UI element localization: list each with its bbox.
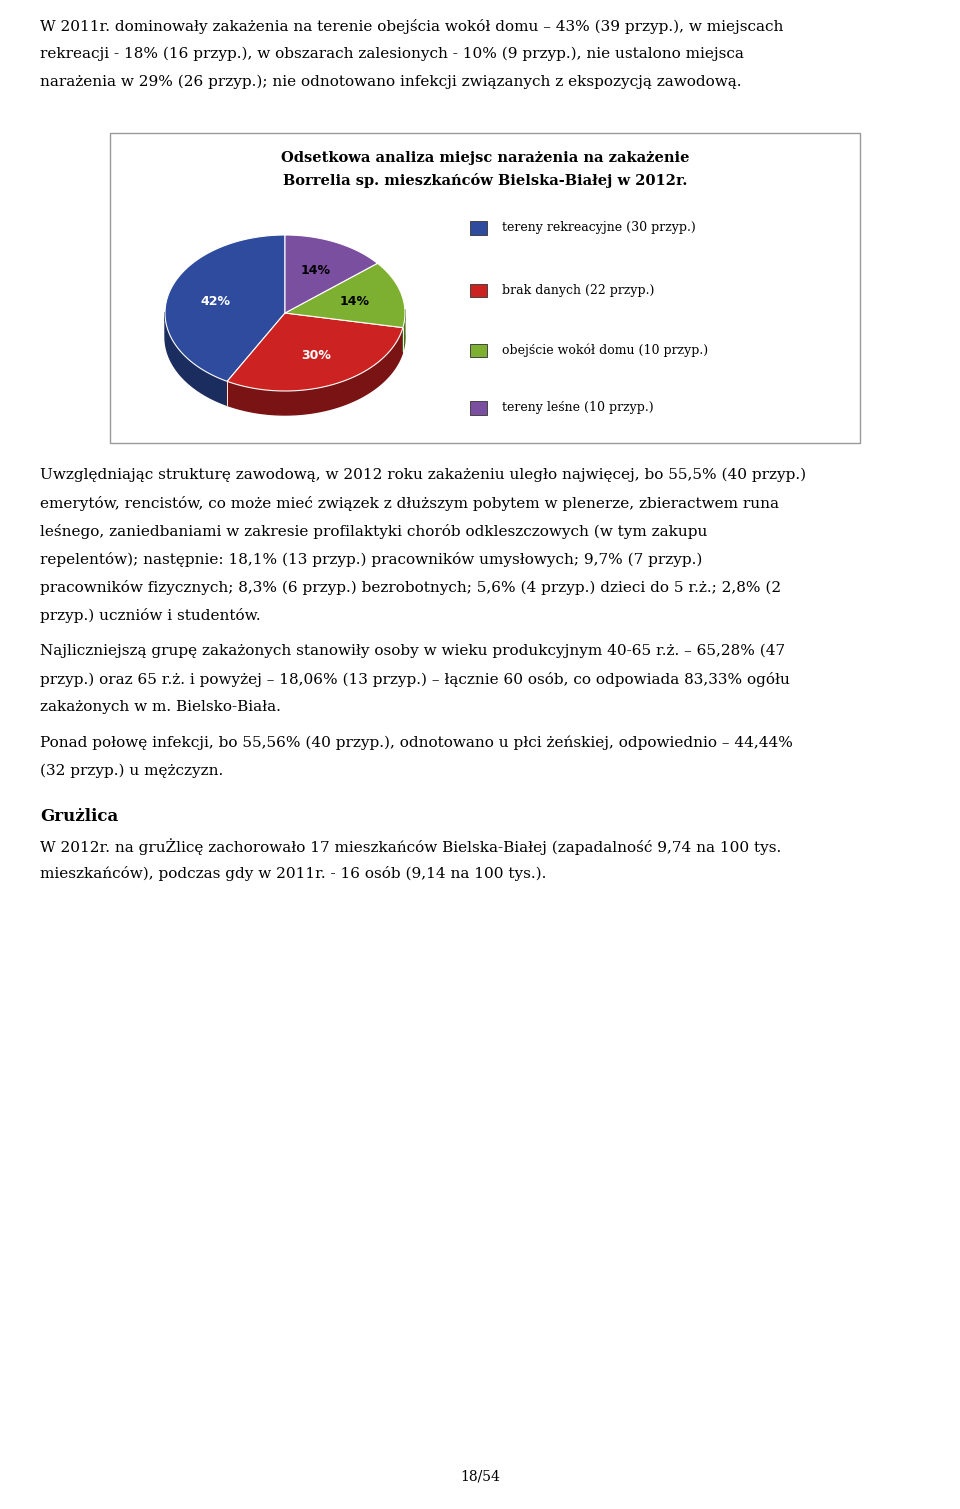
Text: leśnego, zaniedbaniami w zakresie profilaktyki chorób odkleszczowych (w tym zaku: leśnego, zaniedbaniami w zakresie profil… (40, 524, 708, 539)
Text: Odsetkowa analiza miejsc narażenia na zakażenie: Odsetkowa analiza miejsc narażenia na za… (280, 151, 689, 164)
Bar (470, 344, 487, 358)
Text: mieszkańców), podczas gdy w 2011r. - 16 osób (9,14 na 100 tys.).: mieszkańców), podczas gdy w 2011r. - 16 … (40, 866, 546, 881)
Text: tereny leśne (10 przyp.): tereny leśne (10 przyp.) (502, 401, 654, 415)
Text: tereny rekreacyjne (30 przyp.): tereny rekreacyjne (30 przyp.) (502, 222, 696, 234)
Text: przyp.) uczniów i studentów.: przyp.) uczniów i studentów. (40, 608, 260, 623)
Polygon shape (228, 327, 403, 415)
Text: narażenia w 29% (26 przyp.); nie odnotowano infekcji związanych z ekspozycją zaw: narażenia w 29% (26 przyp.); nie odnotow… (40, 75, 741, 89)
Text: 14%: 14% (340, 294, 370, 308)
Text: Najliczniejszą grupę zakażonych stanowiły osoby w wieku produkcyjnym 40-65 r.ż. : Najliczniejszą grupę zakażonych stanowił… (40, 644, 785, 658)
Text: 42%: 42% (201, 294, 230, 308)
Text: zakażonych w m. Bielsko-Biała.: zakażonych w m. Bielsko-Biała. (40, 700, 281, 714)
Bar (470, 401, 487, 415)
Text: Grużlica: Grużlica (40, 807, 118, 825)
Polygon shape (285, 263, 405, 327)
Bar (470, 222, 487, 235)
Text: 30%: 30% (300, 349, 330, 362)
Polygon shape (165, 235, 285, 382)
Text: 14%: 14% (300, 264, 330, 278)
Text: 18/54: 18/54 (460, 1470, 500, 1483)
Polygon shape (165, 312, 228, 406)
Text: emerytów, rencistów, co może mieć związek z dłuższym pobytem w plenerze, zbierac: emerytów, rencistów, co może mieć związe… (40, 496, 779, 512)
Text: Uwzględniając strukturę zawodową, w 2012 roku zakażeniu uległo najwięcej, bo 55,: Uwzględniając strukturę zawodową, w 2012… (40, 468, 806, 483)
Polygon shape (403, 309, 405, 352)
Text: repelentów); następnie: 18,1% (13 przyp.) pracowników umysłowych; 9,7% (7 przyp.: repelentów); następnie: 18,1% (13 przyp.… (40, 552, 703, 567)
Text: Borrelia sp. mieszkańców Bielska-Białej w 2012r.: Borrelia sp. mieszkańców Bielska-Białej … (283, 174, 687, 189)
Text: pracowników fizycznych; 8,3% (6 przyp.) bezrobotnych; 5,6% (4 przyp.) dzieci do : pracowników fizycznych; 8,3% (6 przyp.) … (40, 579, 781, 595)
Text: rekreacji - 18% (16 przyp.), w obszarach zalesionych - 10% (9 przyp.), nie ustal: rekreacji - 18% (16 przyp.), w obszarach… (40, 47, 744, 62)
Bar (470, 284, 487, 297)
Text: brak danych (22 przyp.): brak danych (22 przyp.) (502, 284, 655, 297)
Bar (110, 133, 860, 444)
Text: W 2011r. dominowały zakażenia na terenie obejścia wokół domu – 43% (39 przyp.), : W 2011r. dominowały zakażenia na terenie… (40, 20, 783, 35)
Text: W 2012r. na gruŻlicę zachorowało 17 mieszkańców Bielska-Białej (zapadalność 9,74: W 2012r. na gruŻlicę zachorowało 17 mies… (40, 837, 781, 854)
Text: obejście wokół domu (10 przyp.): obejście wokół domu (10 przyp.) (502, 344, 708, 358)
Polygon shape (228, 312, 403, 391)
Text: przyp.) oraz 65 r.ż. i powyżej – 18,06% (13 przyp.) – łącznie 60 osób, co odpowi: przyp.) oraz 65 r.ż. i powyżej – 18,06% … (40, 672, 790, 687)
Text: Ponad połowę infekcji, bo 55,56% (40 przyp.), odnotowano u płci żeńskiej, odpowi: Ponad połowę infekcji, bo 55,56% (40 prz… (40, 736, 793, 750)
Text: (32 przyp.) u mężczyzn.: (32 przyp.) u mężczyzn. (40, 764, 224, 779)
Polygon shape (285, 235, 377, 312)
